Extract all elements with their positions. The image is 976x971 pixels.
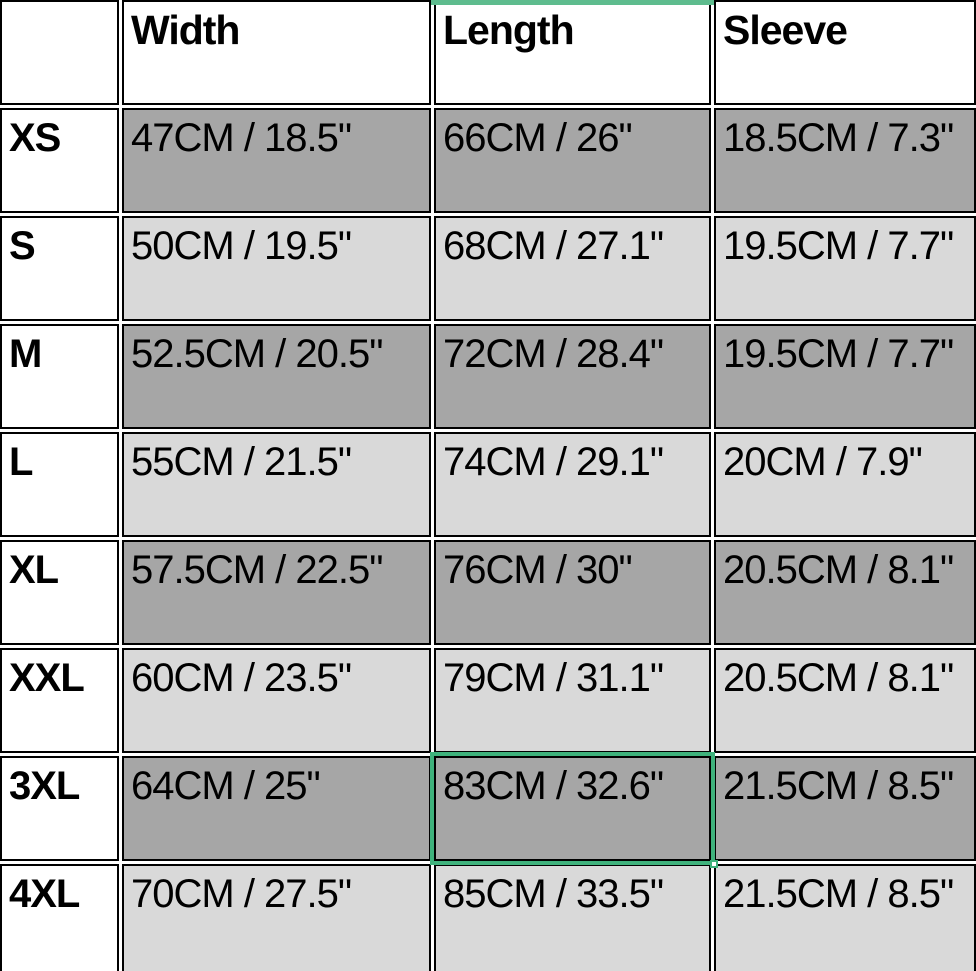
cell-sleeve[interactable]: 19.5CM / 7.7" (714, 216, 976, 321)
cell-sleeve[interactable]: 20.5CM / 8.1" (714, 648, 976, 753)
row-label[interactable]: 3XL (0, 756, 119, 861)
row-label[interactable]: M (0, 324, 119, 429)
corner-cell[interactable] (0, 0, 119, 105)
col-header-sleeve[interactable]: Sleeve (714, 0, 976, 105)
cell-length[interactable]: 68CM / 27.1" (434, 216, 711, 321)
cell-width[interactable]: 55CM / 21.5" (122, 432, 431, 537)
selected-cell-value: 83CM / 32.6" (443, 764, 664, 808)
col-header-length[interactable]: Length (434, 0, 711, 105)
cell-sleeve[interactable]: 21.5CM / 8.5" (714, 756, 976, 861)
cell-width[interactable]: 52.5CM / 20.5" (122, 324, 431, 429)
selected-cell[interactable]: 83CM / 32.6" (430, 752, 718, 868)
row-label[interactable]: S (0, 216, 119, 321)
cell-length[interactable]: 72CM / 28.4" (434, 324, 711, 429)
row-label[interactable]: 4XL (0, 864, 119, 971)
cell-width[interactable]: 57.5CM / 22.5" (122, 540, 431, 645)
cell-length[interactable]: 74CM / 29.1" (434, 432, 711, 537)
cell-width[interactable]: 47CM / 18.5" (122, 108, 431, 213)
row-label[interactable]: L (0, 432, 119, 537)
cell-width[interactable]: 64CM / 25" (122, 756, 431, 861)
cell-sleeve[interactable]: 21.5CM / 8.5" (714, 864, 976, 971)
cell-sleeve[interactable]: 18.5CM / 7.3" (714, 108, 976, 213)
cell-length[interactable]: 76CM / 30" (434, 540, 711, 645)
row-label[interactable]: XXL (0, 648, 119, 753)
cell-length[interactable]: 79CM / 31.1" (434, 648, 711, 753)
row-label[interactable]: XS (0, 108, 119, 213)
cell-sleeve[interactable]: 20.5CM / 8.1" (714, 540, 976, 645)
column-selection-indicator (431, 0, 714, 5)
cell-length[interactable]: 66CM / 26" (434, 108, 711, 213)
cell-length[interactable]: 85CM / 33.5" (434, 864, 711, 971)
cell-width[interactable]: 60CM / 23.5" (122, 648, 431, 753)
col-header-width[interactable]: Width (122, 0, 431, 105)
cell-sleeve[interactable]: 19.5CM / 7.7" (714, 324, 976, 429)
row-label[interactable]: XL (0, 540, 119, 645)
cell-sleeve[interactable]: 20CM / 7.9" (714, 432, 976, 537)
cell-width[interactable]: 50CM / 19.5" (122, 216, 431, 321)
cell-width[interactable]: 70CM / 27.5" (122, 864, 431, 971)
fill-handle[interactable] (710, 860, 718, 868)
